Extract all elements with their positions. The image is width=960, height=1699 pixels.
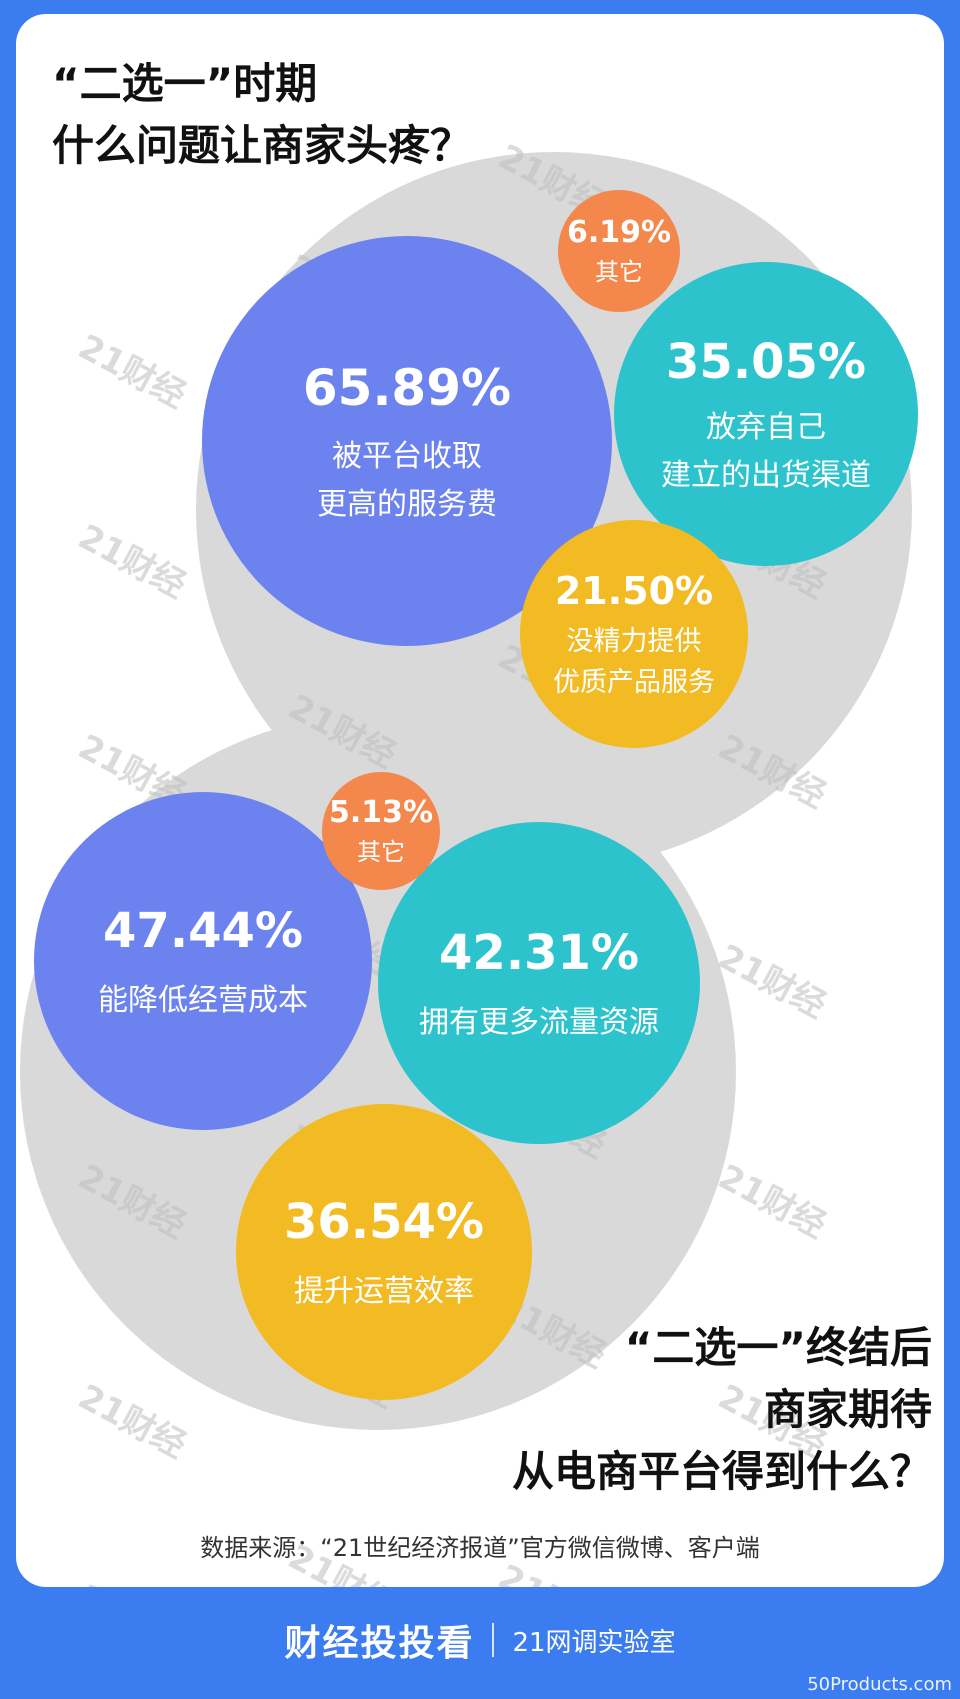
bubble-label: 其它	[595, 258, 643, 286]
bottom-title-line2: 商家期待	[763, 1385, 932, 1434]
bubble-label: 被平台收取	[332, 439, 482, 474]
bubble-value: 5.13%	[328, 795, 434, 830]
bubble-label: 其它	[357, 838, 405, 866]
data-source-note: 数据来源：“21世纪经济报道”官方微信微博、客户端	[200, 1534, 760, 1562]
bubble-36-54: 36.54% 提升运营效率	[236, 1104, 532, 1400]
watermark-text: 21财经	[71, 1376, 193, 1467]
bubble-label: 建立的出货渠道	[661, 458, 871, 493]
bubble-label: 拥有更多流量资源	[419, 1005, 659, 1040]
bubble-value: 42.31%	[439, 925, 639, 981]
bubble-value: 21.50%	[554, 569, 714, 613]
lab-name: 21网调实验室	[512, 1627, 676, 1658]
bubble-value: 6.19%	[566, 215, 672, 250]
watermark-text: 21财经	[71, 1570, 196, 1587]
bubble-47-44: 47.44% 能降低经营成本	[34, 792, 372, 1130]
footer-bar: 财经投投看 21网调实验室	[0, 1600, 960, 1680]
watermark-text: 21财经	[71, 516, 193, 607]
bubble-value: 65.89%	[302, 359, 512, 417]
bubble-value: 36.54%	[284, 1194, 484, 1250]
bubble-label: 没精力提供	[566, 626, 702, 657]
corner-watermark: 50Products.com	[807, 1674, 952, 1695]
bubble-label: 更高的服务费	[317, 487, 497, 522]
bubble-label: 放弃自己	[706, 410, 826, 445]
watermark-text: 21财经	[711, 1156, 833, 1247]
bubble-42-31: 42.31% 拥有更多流量资源	[378, 822, 700, 1144]
watermark-text: 21财经	[71, 326, 193, 417]
top-title-line2: 什么问题让商家头疼？	[52, 121, 473, 170]
bottom-title-line1: “二选一”终结后	[624, 1323, 932, 1372]
bubble-5-13: 5.13% 其它	[322, 772, 440, 890]
top-title-line1: “二选一”时期	[52, 59, 318, 108]
bubble-label: 提升运营效率	[294, 1274, 474, 1309]
infographic-card: 21财经 21财经 21财经 21财经 21财经 21财经 21财经 21财经 21财经 21财经…	[16, 14, 944, 1587]
bubble-21-50: 21.50% 没精力提供 优质产品服务	[520, 520, 748, 748]
bubble-label: 优质产品服务	[553, 667, 715, 698]
bubble-value: 35.05%	[666, 334, 866, 390]
footer-divider	[492, 1623, 495, 1657]
bubble-value: 47.44%	[103, 903, 303, 959]
bubble-label: 能降低经营成本	[98, 983, 308, 1018]
brand-logo-text: 财经投投看	[284, 1623, 475, 1664]
bubble-6-19: 6.19% 其它	[558, 190, 680, 312]
bubble-35-05: 35.05% 放弃自己 建立的出货渠道	[614, 262, 918, 566]
bottom-title-line3: 从电商平台得到什么？	[511, 1447, 932, 1496]
